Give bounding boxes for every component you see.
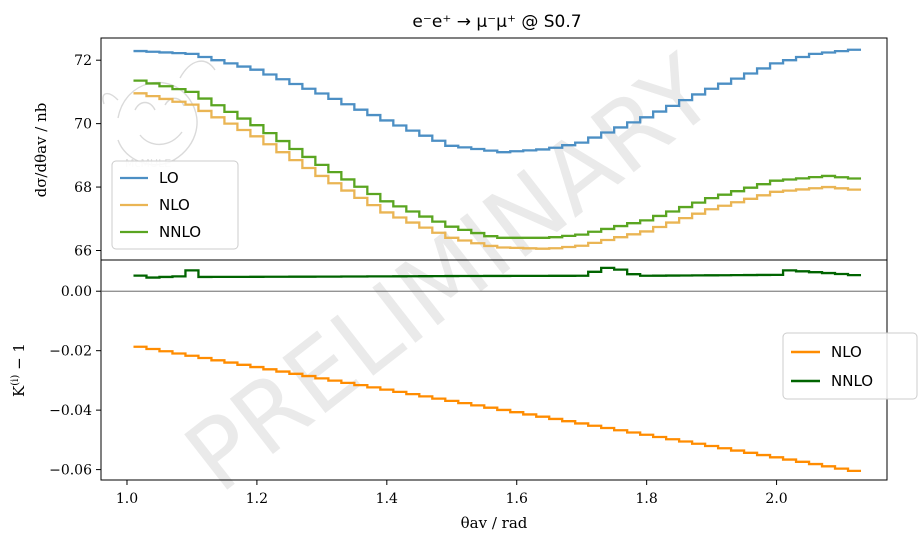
x-axis-label: θav / rad	[461, 514, 528, 532]
bottom-legend-box	[782, 332, 918, 400]
top-y-tick-label: 66	[74, 243, 92, 259]
top-y-tick-label: 72	[74, 53, 92, 69]
top-series-nnlo	[133, 79, 862, 239]
watermark: PRELIMINARY	[165, 34, 735, 513]
k-minus-one: − 1	[10, 343, 28, 375]
legend-label-nnlo: NNLO	[159, 223, 201, 241]
bottom-y-ticks: 0.00 −0.02 −0.04 −0.06	[49, 284, 101, 479]
top-series	[133, 48, 862, 250]
bottom-series-nnlo	[133, 266, 862, 279]
legend-label-lo: LO	[159, 169, 179, 187]
bottom-panel: 0.00 −0.02 −0.04 −0.06 1.0 1.2 1.4 1.6 1.8 2.0 K…	[10, 259, 918, 532]
bottom-y-tick-label: −0.04	[49, 403, 92, 419]
top-panel: 66 68 70 72 dσ/dθav / nb LO NLO NNLO	[32, 37, 888, 261]
top-series-nlo	[133, 92, 862, 250]
x-tick-label: 1.4	[376, 491, 398, 507]
legend-label-k-nnlo: NNLO	[831, 372, 873, 390]
bottom-y-tick-label: −0.02	[49, 344, 92, 360]
chart-title: e⁻e⁺ → μ⁻μ⁺ @ S0.7	[412, 12, 581, 32]
top-y-tick-label: 68	[74, 180, 92, 196]
x-ticks: 1.0 1.2 1.4 1.6 1.8 2.0	[116, 480, 788, 507]
x-tick-label: 1.0	[116, 491, 138, 507]
k-superscript: (i)	[10, 375, 21, 386]
legend-label-nlo: NLO	[159, 196, 190, 214]
top-y-axis-label: dσ/dθav / nb	[32, 103, 50, 198]
top-legend-box	[111, 160, 239, 250]
top-y-ticks: 66 68 70 72	[74, 53, 101, 259]
bottom-y-axis-label: K(i) − 1	[10, 343, 28, 397]
mcmule-logo: McMULE	[102, 60, 216, 170]
x-tick-label: 1.8	[636, 491, 658, 507]
legend-label-k-nlo: NLO	[831, 343, 862, 361]
watermark-text: PRELIMINARY	[165, 34, 735, 513]
bottom-y-tick-label: 0.00	[61, 284, 92, 300]
x-tick-label: 1.6	[506, 491, 528, 507]
bottom-y-tick-label: −0.06	[49, 463, 92, 479]
x-tick-label: 2.0	[765, 491, 787, 507]
bottom-legend: NLO NNLO	[782, 332, 918, 400]
top-legend: LO NLO NNLO	[111, 160, 239, 250]
top-series-lo	[133, 48, 862, 154]
bottom-series	[133, 266, 862, 472]
k-symbol: K	[10, 385, 28, 397]
x-tick-label: 1.2	[246, 491, 268, 507]
bottom-series-nlo	[133, 345, 862, 472]
top-y-tick-label: 70	[74, 117, 92, 133]
